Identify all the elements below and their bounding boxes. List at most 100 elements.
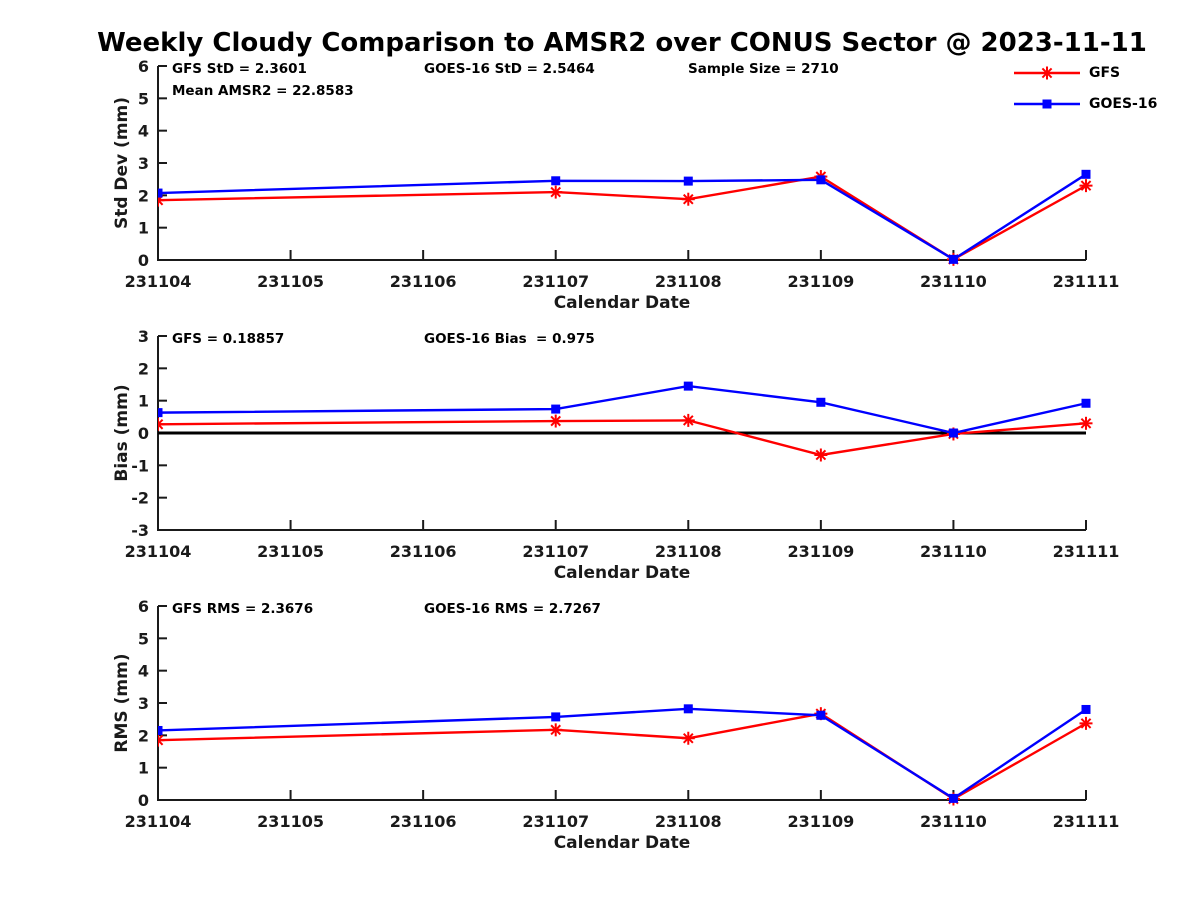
x-tick-label: 231109 [787,542,854,561]
x-tick-label: 231104 [125,272,192,291]
goes-16-series [158,169,1091,264]
goes-16-marker [551,712,561,722]
y-tick-label: 6 [138,57,149,76]
goes-16-marker [948,793,958,803]
x-tick-label: 231107 [522,542,589,561]
stat-annotation: Sample Size = 2710 [688,61,839,77]
goes-16-marker [948,254,958,264]
y-tick-label: 5 [138,89,149,108]
x-tick-label: 231106 [390,812,457,831]
stat-annotation: GOES-16 StD = 2.5464 [424,61,595,77]
y-tick-label: 0 [138,251,149,270]
x-tick-label: 231107 [522,272,589,291]
gfs-marker [1079,416,1093,430]
goes-16-line [158,707,1087,800]
y-tick-label: 4 [138,122,149,141]
gfs-marker [681,192,695,206]
goes-16-series [158,381,1091,438]
goes-16-series [158,704,1091,803]
x-tick-label: 231110 [920,542,987,561]
stat-annotation: GOES-16 RMS = 2.7267 [424,601,601,617]
gfs-marker [158,417,165,431]
goes-16-marker [551,404,561,414]
x-tick-label: 231106 [390,272,457,291]
y-tick-label: 1 [138,219,149,238]
x-tick-label: 231109 [787,812,854,831]
x-tick-label: 231105 [257,542,324,561]
x-tick-label: 231109 [787,272,854,291]
gfs-marker [814,448,828,462]
gfs-line [158,175,1087,261]
figure-title: Weekly Cloudy Comparison to AMSR2 over C… [97,28,1147,58]
y-axis-label: RMS (mm) [112,653,132,752]
gfs-series [158,707,1093,806]
goes-16-legend-label: GOES-16 [1089,96,1158,112]
x-tick-label: 231111 [1053,812,1120,831]
gfs-marker [1079,179,1093,193]
x-axis-label: Calendar Date [554,293,691,313]
goes-16-marker [1081,169,1091,179]
x-tick-label: 231111 [1053,272,1120,291]
x-tick-label: 231104 [125,542,192,561]
goes-16-marker [683,176,693,186]
stat-annotation: GFS RMS = 2.3676 [172,601,313,617]
subplot-std-dev: 0 1 2 3 4 5 6 231104 231105 231106 231107 231108 231… [112,57,1119,313]
y-tick-label: 2 [138,726,149,745]
goes-16-marker [816,710,826,720]
goes-16-line [158,384,1087,435]
goes-16-marker [683,704,693,714]
gfs-marker [549,185,563,199]
x-tick-label: 231107 [522,812,589,831]
legend-entry-gfs: GFS [1014,65,1157,81]
goes-16-marker [158,408,163,418]
goes-16-marker [158,188,163,198]
gfs-legend-label: GFS [1089,65,1121,81]
y-axis-label: Bias (mm) [112,384,132,481]
x-tick-label: 231106 [390,542,457,561]
y-tick-label: 2 [138,359,149,378]
gfs-marker [1079,716,1093,730]
gfs-marker [158,733,165,747]
y-tick-label: 0 [138,791,149,810]
gfs-line-marker-icon [1014,66,1080,80]
stat-annotation: GFS StD = 2.3601 [172,61,307,77]
x-axis-label: Calendar Date [554,833,691,853]
x-tick-label: 231110 [920,272,987,291]
goes-16-marker [551,176,561,186]
gfs-line [158,712,1087,801]
x-tick-label: 231110 [920,812,987,831]
gfs-marker [681,731,695,745]
subplot-bias: -3 -2 -1 0 1 2 3 231104 231105 231106 231107 231108… [112,327,1119,583]
y-axis-label: Std Dev (mm) [112,97,132,229]
x-tick-label: 231108 [655,812,722,831]
stat-annotation: GFS = 0.18857 [172,331,284,347]
gfs-series [158,413,1093,462]
x-axis-label: Calendar Date [554,563,691,583]
goes-16-legend-marker [1042,99,1052,109]
gfs-marker [549,723,563,737]
x-tick-label: 231104 [125,812,192,831]
x-tick-label: 231105 [257,272,324,291]
legend-entry-goes-16: GOES-16 [1014,96,1157,112]
x-tick-label: 231105 [257,812,324,831]
goes-16-marker [948,428,958,438]
y-tick-label: 3 [138,327,149,346]
goes-16-marker [816,397,826,407]
gfs-legend-marker [1040,66,1054,80]
y-tick-label: 1 [138,759,149,778]
y-tick-label: 6 [138,597,149,616]
goes-16-marker [158,725,163,735]
goes-16-marker [683,381,693,391]
stat-annotation: GOES-16 Bias = 0.975 [424,331,595,347]
y-tick-label: 3 [138,154,149,173]
goes-16-line [158,173,1087,261]
goes-16-marker [816,175,826,185]
goes-16-line-marker-icon [1014,99,1080,109]
x-tick-label: 231111 [1053,542,1120,561]
y-tick-label: -2 [131,489,149,508]
y-tick-label: 1 [138,392,149,411]
stat-annotation: Mean AMSR2 = 22.8583 [172,83,354,99]
gfs-marker [549,414,563,428]
